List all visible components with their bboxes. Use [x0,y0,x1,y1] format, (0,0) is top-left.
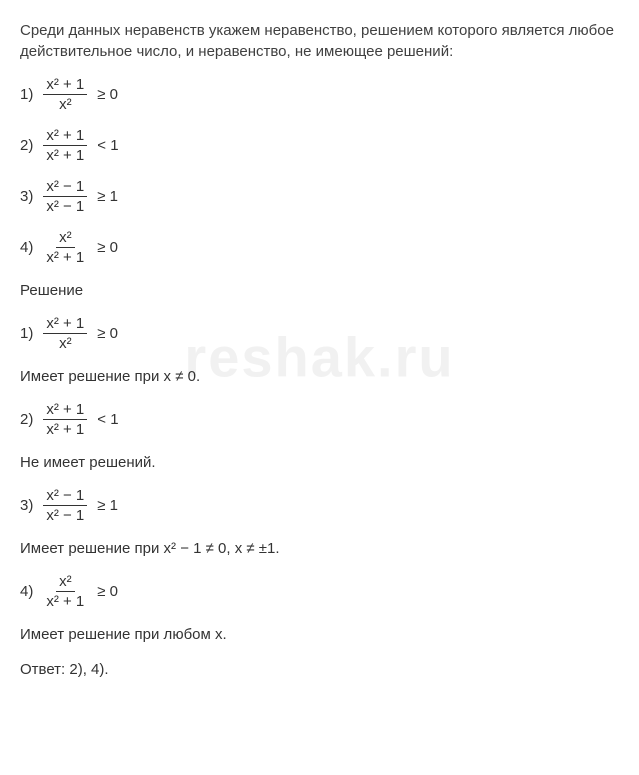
item-number: 1) [20,86,33,103]
relation: ≥ 0 [97,86,118,103]
numerator: x² + 1 [43,76,87,95]
inequality-item: 4) x² x² + 1 ≥ 0 [20,229,619,266]
inequality-item: 3) x² − 1 x² − 1 ≥ 1 [20,178,619,215]
denominator: x² [56,95,75,113]
answer-text: Ответ: 2), 4). [20,659,619,680]
item-number: 3) [20,188,33,205]
numerator: x² + 1 [43,315,87,334]
denominator: x² + 1 [43,592,87,610]
denominator: x² − 1 [43,197,87,215]
item-number: 2) [20,137,33,154]
solution-text: Имеет решение при любом x. [20,624,619,645]
relation: ≥ 0 [97,325,118,342]
solution-item: 3) x² − 1 x² − 1 ≥ 1 [20,487,619,524]
numerator: x² [56,229,75,248]
fraction: x² − 1 x² − 1 [43,178,87,215]
item-number: 2) [20,411,33,428]
fraction: x² + 1 x² + 1 [43,401,87,438]
fraction: x² + 1 x² + 1 [43,127,87,164]
solution-text: Имеет решение при x² − 1 ≠ 0, x ≠ ±1. [20,538,619,559]
item-number: 4) [20,239,33,256]
numerator: x² + 1 [43,127,87,146]
relation: ≥ 0 [97,583,118,600]
document-content: Среди данных неравенств укажем неравенст… [20,20,619,680]
item-number: 1) [20,325,33,342]
relation: ≥ 1 [97,497,118,514]
denominator: x² [56,334,75,352]
solution-text: Не имеет решений. [20,452,619,473]
inequality-item: 1) x² + 1 x² ≥ 0 [20,76,619,113]
solution-item: 2) x² + 1 x² + 1 < 1 [20,401,619,438]
item-number: 3) [20,497,33,514]
solution-text: Имеет решение при x ≠ 0. [20,366,619,387]
fraction: x² x² + 1 [43,229,87,266]
numerator: x² [56,573,75,592]
intro-text: Среди данных неравенств укажем неравенст… [20,20,619,62]
denominator: x² − 1 [43,506,87,524]
denominator: x² + 1 [43,248,87,266]
numerator: x² + 1 [43,401,87,420]
denominator: x² + 1 [43,420,87,438]
fraction: x² + 1 x² [43,315,87,352]
numerator: x² − 1 [43,178,87,197]
fraction: x² x² + 1 [43,573,87,610]
numerator: x² − 1 [43,487,87,506]
solution-heading: Решение [20,280,619,301]
solution-item: 4) x² x² + 1 ≥ 0 [20,573,619,610]
item-number: 4) [20,583,33,600]
relation: ≥ 1 [97,188,118,205]
relation: < 1 [97,137,118,154]
fraction: x² + 1 x² [43,76,87,113]
relation: ≥ 0 [97,239,118,256]
denominator: x² + 1 [43,146,87,164]
fraction: x² − 1 x² − 1 [43,487,87,524]
solution-item: 1) x² + 1 x² ≥ 0 [20,315,619,352]
inequality-item: 2) x² + 1 x² + 1 < 1 [20,127,619,164]
relation: < 1 [97,411,118,428]
